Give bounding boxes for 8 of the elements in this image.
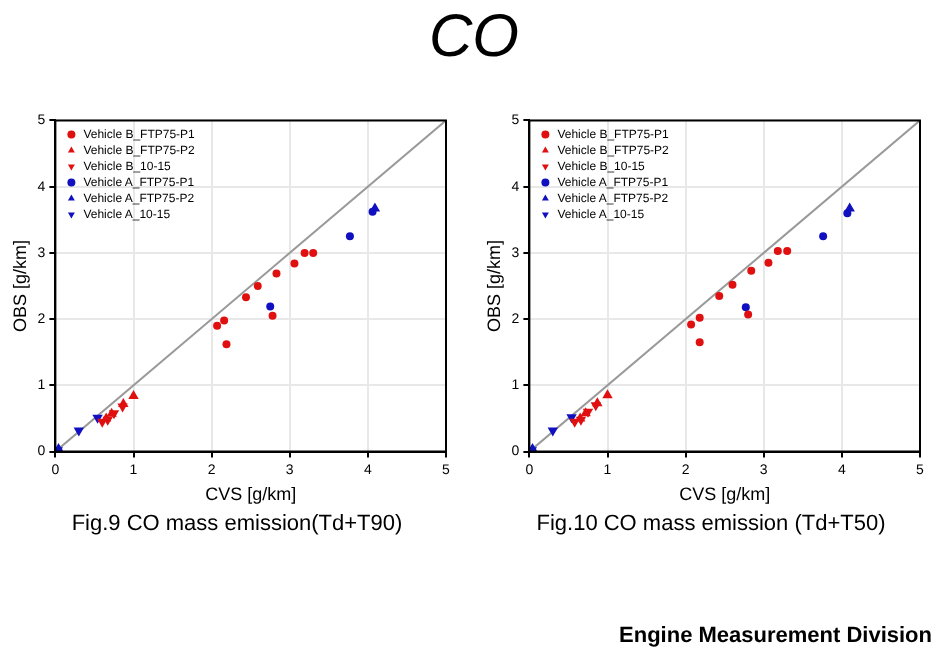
caption: Fig.10 CO mass emission (Td+T50) — [534, 512, 888, 536]
x-axis-title: CVS [g/km] — [679, 484, 771, 505]
x-axis-title: CVS [g/km] — [205, 484, 297, 505]
y-axis-title: OBS [g/km] — [483, 239, 504, 333]
text: Engine Measurement Division — [619, 624, 932, 648]
caption: Fig.9 CO mass emission(Td+T90) — [69, 512, 405, 536]
y-axis-title: OBS [g/km] — [9, 239, 30, 333]
chart-title: CO — [427, 4, 521, 72]
